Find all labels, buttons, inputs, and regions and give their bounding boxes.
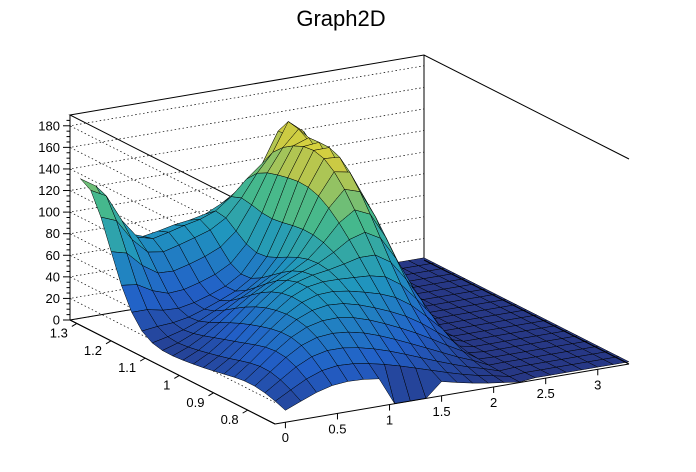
- surface-cell: [602, 356, 630, 365]
- x-tick-label: 0.5: [328, 421, 346, 436]
- chart-title: Graph2D: [296, 6, 385, 31]
- plot-frame-front: [274, 259, 630, 425]
- frame-edge: [68, 54, 630, 220]
- z-tick-label: 120: [38, 183, 60, 198]
- z-tick-label: 20: [46, 291, 60, 306]
- surface-mesh: [80, 121, 630, 411]
- z-tick-label: 140: [38, 161, 60, 176]
- x-tick-label: 0: [282, 430, 289, 445]
- x-tick-label: 2.5: [537, 386, 555, 401]
- x-tick-label: 2: [490, 395, 497, 410]
- axes: 0204060801001201401601800.80.911.11.21.3…: [38, 115, 601, 445]
- x-tick-label: 3: [594, 377, 601, 392]
- z-tick-label: 60: [46, 248, 60, 263]
- frame-edge: [423, 259, 630, 365]
- y-tick: [105, 340, 112, 345]
- y-tick-label: 0.8: [221, 412, 239, 427]
- y-tick: [174, 375, 180, 379]
- y-tick-label: 0.9: [186, 395, 204, 410]
- y-tick: [139, 357, 146, 362]
- z-tick-label: 80: [46, 226, 60, 241]
- z-tick-label: 100: [38, 205, 60, 220]
- y-tick: [242, 409, 248, 414]
- z-tick-label: 160: [38, 140, 60, 155]
- y-tick-label: 1.1: [118, 360, 136, 375]
- z-tick-label: 0: [53, 313, 60, 328]
- frame-edge: [274, 363, 630, 425]
- y-tick: [208, 392, 214, 397]
- x-tick-label: 1: [386, 413, 393, 428]
- z-tick-label: 40: [46, 269, 60, 284]
- x-tick-label: 1.5: [433, 404, 451, 419]
- y-tick-label: 1: [163, 377, 170, 392]
- y-tick: [71, 323, 78, 327]
- y-tick-label: 1.2: [84, 343, 102, 358]
- z-tick-label: 180: [38, 118, 60, 133]
- y-axis: [69, 319, 276, 425]
- gridline: [68, 65, 425, 231]
- y-tick-label: 1.3: [50, 325, 68, 340]
